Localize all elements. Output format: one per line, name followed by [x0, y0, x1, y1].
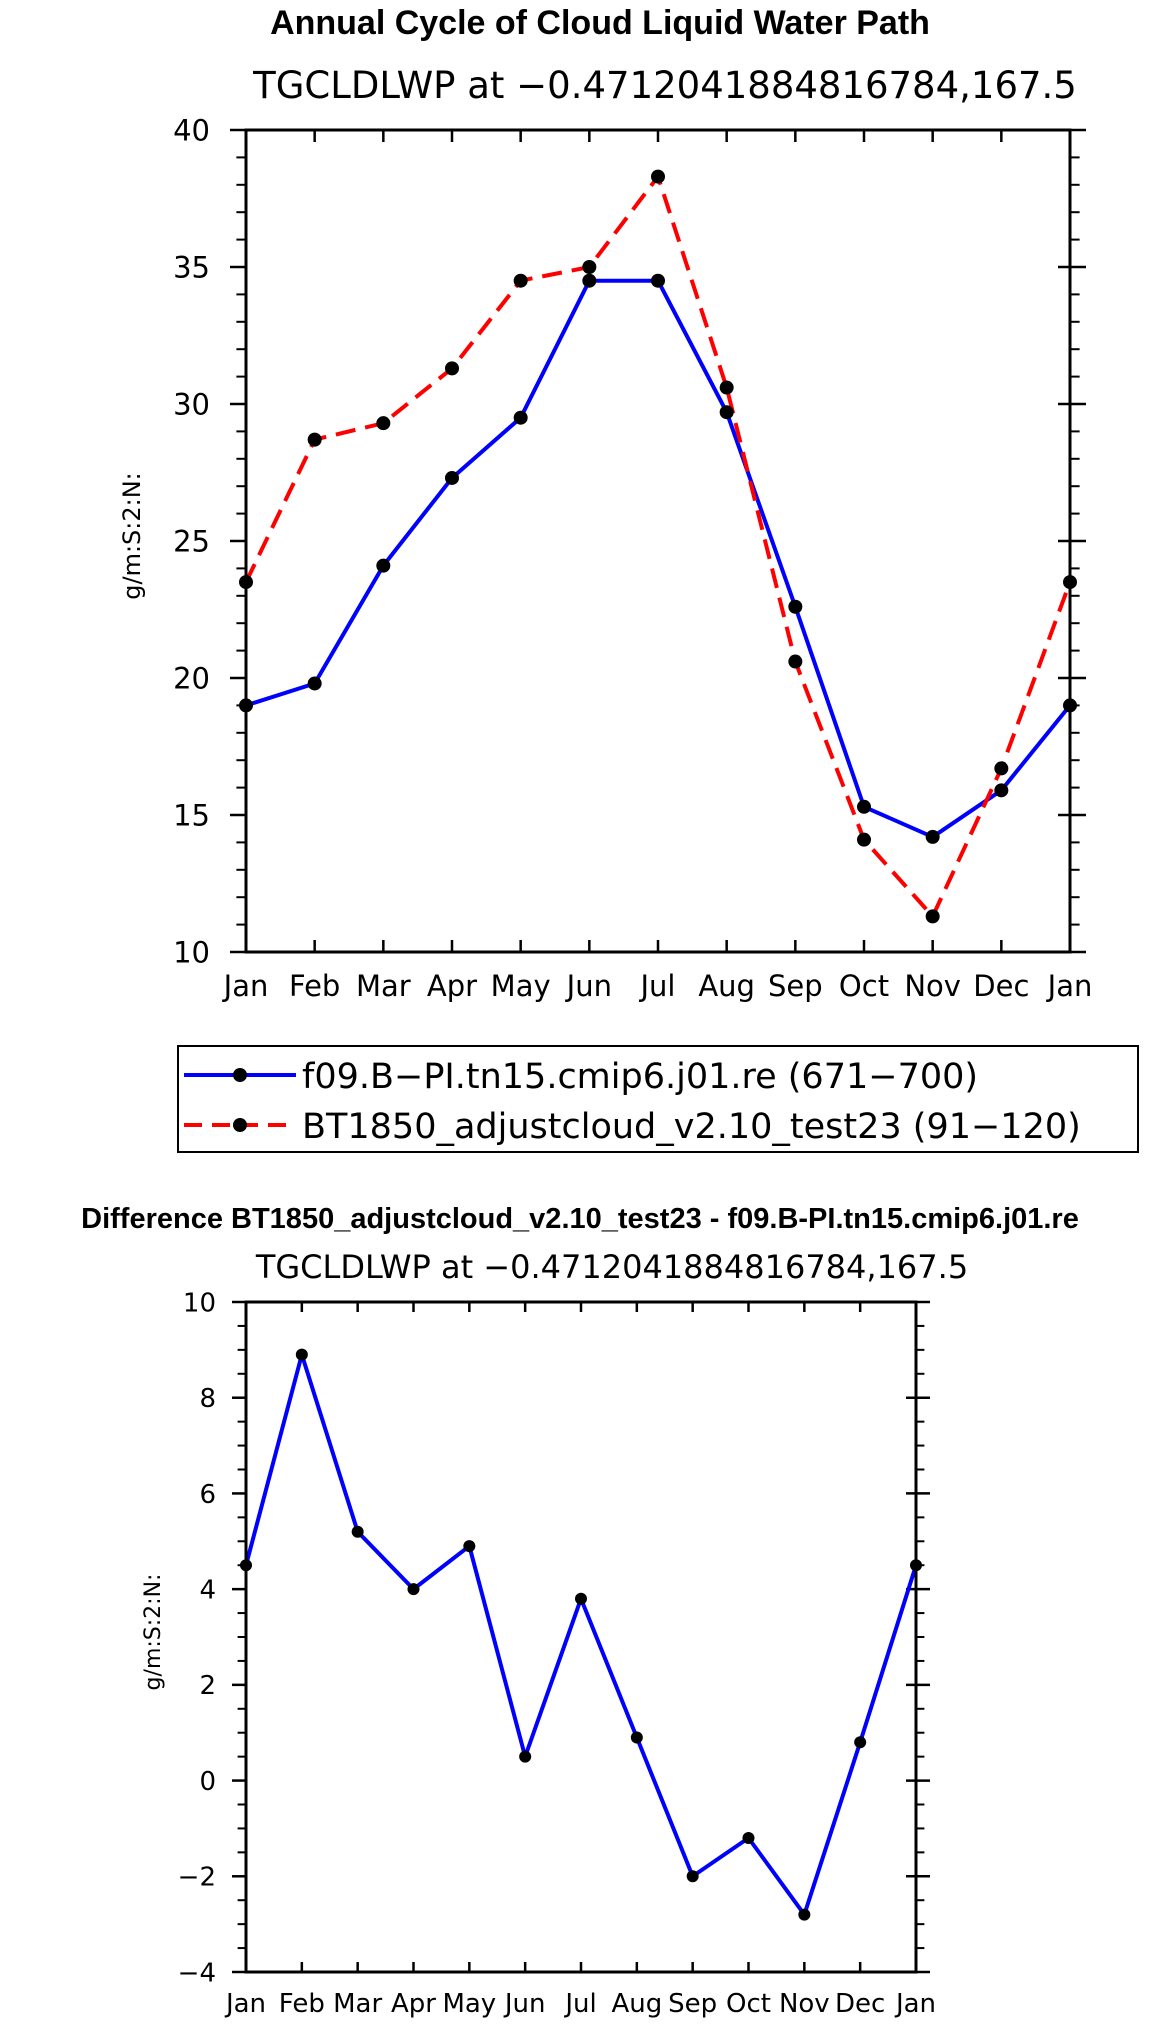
plot-frame	[244, 1300, 918, 1974]
series-1-point	[742, 1832, 755, 1844]
x-tick-label: Nov	[779, 1989, 830, 2019]
legend-label-series-1: f09.B−PI.tn15.cmip6.j01.re (671−700)	[302, 1057, 978, 1097]
series-1-point	[575, 1592, 587, 1605]
x-tick-label: Jun	[565, 969, 612, 1003]
y-tick-label: 40	[173, 113, 210, 147]
series-1-point	[463, 1540, 476, 1553]
series-1-point	[719, 405, 734, 420]
series-2-point	[582, 260, 597, 274]
series-line-1	[244, 1352, 918, 1917]
series-1-point	[582, 273, 597, 288]
x-tick-label: Sep	[668, 1989, 717, 2019]
series-2-point	[307, 432, 322, 447]
y-tick-label: 8	[199, 1384, 216, 1414]
x-tick-label: Jan	[222, 969, 269, 1003]
y-tick-label: 35	[173, 250, 210, 284]
series-1-point	[351, 1525, 364, 1538]
series-line-1	[245, 278, 1072, 839]
series-1-point	[445, 470, 459, 485]
series-1-point	[798, 1908, 811, 1921]
x-tick-label: May	[491, 969, 551, 1003]
legend-marker-series-2	[233, 1118, 247, 1132]
x-tick-label: Sep	[768, 969, 823, 1003]
y-tick-label: 0	[199, 1767, 216, 1797]
series-1-point	[925, 829, 940, 844]
plot-frame	[244, 128, 1072, 954]
series-1-point	[854, 1736, 867, 1749]
series-2-point	[857, 832, 871, 847]
series-1-point	[994, 783, 1009, 798]
x-tick-label: Apr	[427, 969, 477, 1003]
series-2-point	[513, 273, 528, 288]
y-tick-label: −4	[178, 1958, 216, 1988]
x-tick-label: Apr	[391, 1989, 436, 2019]
series-1-point	[630, 1731, 643, 1744]
series-1-point	[519, 1750, 532, 1763]
x-tick-label: Jan	[894, 1989, 936, 2019]
difference-chart: Difference BT1850_adjustcloud_v2.10_test…	[81, 1203, 1079, 2019]
annual-cycle-chart: Annual Cycle of Cloud Liquid Water Path …	[118, 4, 1139, 1153]
series-2-point	[719, 380, 734, 395]
series-2-point	[788, 654, 803, 669]
x-tick-label: Dec	[835, 1989, 885, 2019]
x-tick-label: Jul	[639, 969, 676, 1003]
y-tick-label: 2	[199, 1671, 216, 1701]
chart-title: Annual Cycle of Cloud Liquid Water Path	[270, 4, 930, 42]
series-2-point	[994, 761, 1009, 776]
x-tick-label: Feb	[289, 969, 340, 1003]
x-tick-label: Oct	[726, 1989, 771, 2019]
legend-entry-series-2: BT1850_adjustcloud_v2.10_test23 (91−120)	[184, 1107, 1081, 1147]
series-1-point	[513, 410, 528, 425]
series-1-point	[376, 558, 391, 573]
series-2-point	[925, 909, 940, 924]
legend-entry-series-1: f09.B−PI.tn15.cmip6.j01.re (671−700)	[184, 1057, 978, 1097]
series-1-point	[295, 1348, 308, 1361]
legend-box	[177, 1045, 1139, 1153]
series-1-point	[857, 799, 871, 814]
series-1-point	[651, 273, 665, 288]
y-tick-label: 15	[173, 798, 210, 832]
series-2-point	[651, 169, 665, 184]
x-tick-label: Jan	[1046, 969, 1093, 1003]
chart-title: Difference BT1850_adjustcloud_v2.10_test…	[81, 1203, 1079, 1235]
y-tick-label: 10	[173, 935, 210, 969]
series-1-point	[307, 676, 322, 691]
series-2-point	[445, 361, 459, 376]
x-tick-label: Oct	[839, 969, 889, 1003]
y-tick-label: 30	[173, 387, 210, 421]
legend-marker-series-1	[233, 1068, 247, 1082]
y-tick-label: −2	[178, 1863, 216, 1893]
x-tick-label: Jan	[224, 1989, 266, 2019]
x-tick-label: Jul	[563, 1989, 596, 2019]
legend: f09.B−PI.tn15.cmip6.j01.re (671−700) BT1…	[177, 1045, 1139, 1153]
x-tick-label: Aug	[611, 1989, 662, 2019]
series-1-point	[686, 1870, 699, 1883]
y-axis-label: g/m:S:2:N:	[141, 1574, 166, 1691]
y-tick-label: 20	[173, 661, 210, 695]
x-tick-label: Feb	[279, 1989, 325, 2019]
y-axis-label: g/m:S:2:N:	[118, 472, 146, 600]
x-tick-label: Dec	[973, 969, 1029, 1003]
legend-label-series-2: BT1850_adjustcloud_v2.10_test23 (91−120)	[302, 1107, 1081, 1147]
series-2-point	[376, 416, 391, 431]
x-tick-label: Mar	[356, 969, 411, 1003]
x-tick-label: Aug	[698, 969, 755, 1003]
y-tick-label: 4	[199, 1576, 216, 1606]
x-tick-label: Mar	[333, 1989, 382, 2019]
x-tick-label: May	[442, 1989, 496, 2019]
y-tick-label: 25	[173, 524, 210, 558]
series-1-point	[788, 599, 803, 614]
y-tick-label: 10	[183, 1288, 216, 1318]
series-1-point	[407, 1583, 420, 1596]
x-tick-label: Nov	[904, 969, 961, 1003]
chart-subtitle: TGCLDLWP at −0.4712041884816784,167.5	[252, 64, 1077, 107]
y-tick-label: 6	[199, 1480, 216, 1510]
chart-subtitle: TGCLDLWP at −0.4712041884816784,167.5	[255, 1248, 968, 1286]
x-tick-label: Jun	[503, 1989, 546, 2019]
